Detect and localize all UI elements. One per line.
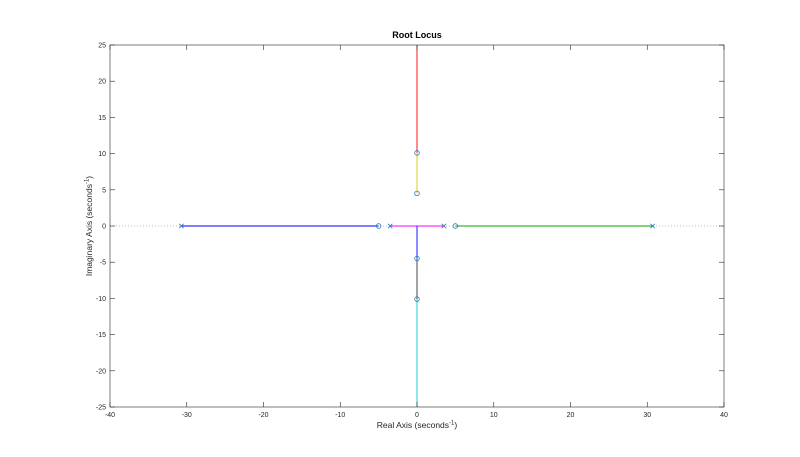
zero-marker-1 [375, 223, 382, 229]
y-axis-label: Imaginary Axis (seconds-1) [84, 176, 94, 276]
zero-marker-4 [414, 296, 420, 302]
x-tick-label: 30 [643, 412, 651, 419]
pole-marker-4 [650, 223, 656, 229]
x-tick-label: -40 [105, 412, 115, 419]
y-tick-label: 5 [102, 187, 106, 194]
zero-marker-3 [414, 150, 420, 156]
x-tick-label: 20 [567, 412, 575, 419]
zero-marker-2 [452, 223, 459, 229]
x-tick-label: -10 [335, 412, 345, 419]
x-tick-label: -30 [182, 412, 192, 419]
pole-marker-2 [387, 223, 393, 229]
y-tick-label: -20 [96, 368, 106, 375]
y-tick-label: 10 [98, 151, 106, 158]
poles-and-zeros [178, 150, 656, 302]
y-ticks: -25 -20 -15 -10 -5 0 5 10 15 20 25 [96, 43, 724, 412]
pole-marker-1 [178, 223, 184, 229]
x-tick-label: -20 [258, 412, 268, 419]
y-tick-label: 20 [98, 79, 106, 86]
zero-marker-5 [414, 190, 420, 197]
pole-marker-3 [441, 223, 447, 229]
chart-title: Root Locus [392, 30, 442, 40]
x-tick-label: 40 [720, 412, 728, 419]
x-tick-label: 0 [415, 412, 419, 419]
y-tick-label: -10 [96, 296, 106, 303]
y-tick-label: -25 [96, 405, 106, 412]
x-tick-label: 10 [490, 412, 498, 419]
y-tick-label: 15 [98, 115, 106, 122]
y-tick-label: 0 [102, 224, 106, 231]
x-axis-label: Real Axis (seconds-1) [377, 420, 458, 430]
y-tick-label: -5 [100, 260, 106, 267]
locus-branches [181, 45, 653, 407]
y-tick-label: -15 [96, 332, 106, 339]
zero-marker-6 [414, 255, 420, 262]
x-ticks: -40 -30 -20 -10 0 10 20 30 40 [105, 45, 728, 419]
y-tick-label: 25 [98, 43, 106, 50]
